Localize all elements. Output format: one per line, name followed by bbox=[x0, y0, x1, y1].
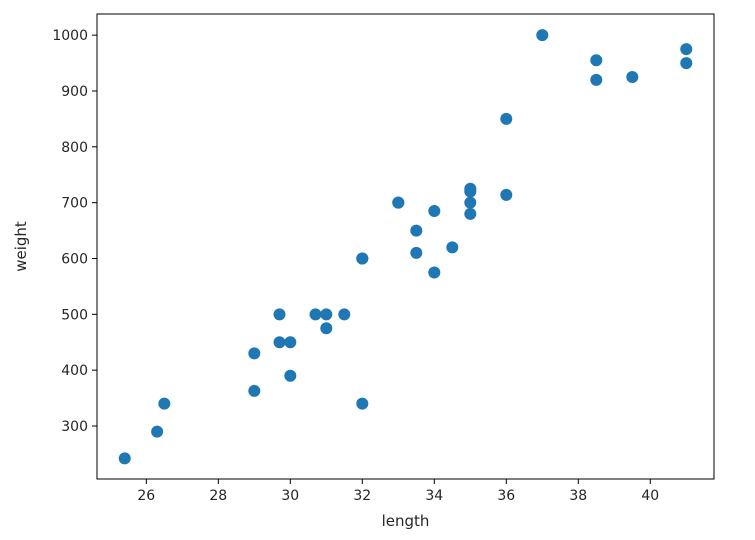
data-point bbox=[410, 246, 423, 259]
y-tick-label: 500 bbox=[61, 307, 88, 323]
data-point bbox=[248, 347, 261, 360]
data-point bbox=[410, 224, 423, 237]
plot-frame bbox=[96, 13, 715, 480]
data-point bbox=[118, 452, 131, 465]
y-tick-label: 300 bbox=[61, 419, 88, 435]
data-point bbox=[536, 29, 549, 42]
data-point bbox=[392, 196, 405, 209]
data-point bbox=[158, 397, 171, 410]
data-point bbox=[464, 196, 477, 209]
x-tick-label: 32 bbox=[353, 488, 371, 504]
axis-ticks: 26 28 30 32 34 36 38 40 300 400 500 600 700 800 900 100… bbox=[52, 28, 659, 504]
x-tick-label: 30 bbox=[281, 488, 299, 504]
data-point bbox=[428, 205, 441, 218]
data-point bbox=[590, 73, 603, 86]
y-axis-label: weight bbox=[12, 221, 30, 272]
data-point bbox=[338, 308, 351, 321]
y-tick-label: 1000 bbox=[52, 28, 88, 44]
data-point bbox=[428, 266, 441, 279]
data-point bbox=[273, 308, 286, 321]
y-tick-label: 700 bbox=[61, 196, 88, 212]
data-point bbox=[500, 112, 513, 125]
data-point bbox=[151, 425, 164, 438]
data-point bbox=[356, 397, 369, 410]
data-point bbox=[284, 336, 297, 349]
data-point bbox=[590, 54, 603, 67]
data-point bbox=[680, 43, 693, 56]
data-point bbox=[284, 369, 297, 382]
x-tick-label: 36 bbox=[497, 488, 515, 504]
data-point bbox=[356, 252, 369, 265]
data-point bbox=[320, 308, 333, 321]
x-tick-label: 34 bbox=[425, 488, 443, 504]
data-point bbox=[446, 241, 459, 254]
plot-area bbox=[118, 29, 693, 465]
data-point bbox=[680, 57, 693, 70]
data-point bbox=[626, 71, 639, 84]
x-tick-label: 38 bbox=[569, 488, 587, 504]
y-tick-label: 600 bbox=[61, 252, 88, 268]
x-tick-label: 40 bbox=[641, 488, 659, 504]
data-point bbox=[464, 185, 477, 198]
data-point bbox=[273, 336, 286, 349]
x-tick-label: 26 bbox=[137, 488, 155, 504]
y-tick-label: 400 bbox=[61, 363, 88, 379]
data-point bbox=[320, 322, 333, 335]
y-tick-label: 800 bbox=[61, 140, 88, 156]
x-axis-label: length bbox=[382, 512, 430, 530]
data-point bbox=[248, 384, 261, 397]
y-tick-label: 900 bbox=[61, 84, 88, 100]
data-point bbox=[464, 207, 477, 220]
data-point bbox=[309, 308, 322, 321]
data-point bbox=[500, 188, 513, 201]
x-tick-label: 28 bbox=[209, 488, 227, 504]
